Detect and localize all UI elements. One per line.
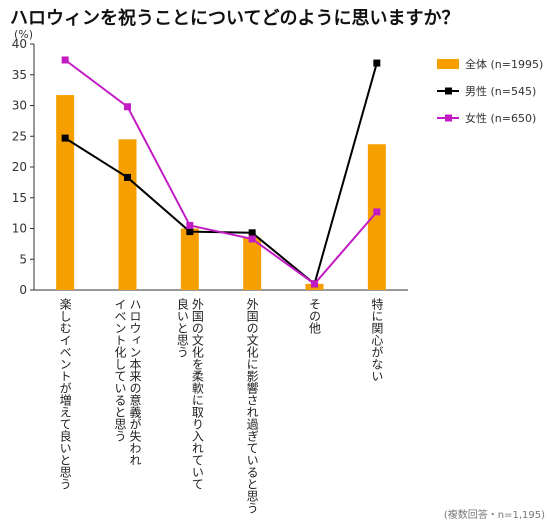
plot-area: 0 5 10 15 20 25 30 35 40 楽しむイベントが増えて良いと思う ハロウィン本来の… bbox=[12, 37, 408, 514]
point-female bbox=[248, 235, 256, 243]
category-label: 楽しむイベントが増えて良いと思う bbox=[58, 298, 72, 490]
legend-marker-female bbox=[445, 114, 452, 122]
category-label: 外国の文化に影響され過ぎていると思う bbox=[245, 298, 259, 514]
y-axis-unit-label: (%) bbox=[14, 28, 33, 41]
point-male bbox=[61, 134, 69, 142]
y-tick-label: 30 bbox=[12, 99, 27, 113]
legend-swatch-overall bbox=[437, 59, 459, 69]
point-female bbox=[61, 56, 69, 64]
legend-label-overall: 全体 (n=1995) bbox=[465, 57, 543, 71]
point-male bbox=[248, 229, 256, 237]
series-line-female bbox=[64, 59, 378, 286]
category-label: イベント化していると思う bbox=[113, 298, 127, 442]
y-tick-label: 40 bbox=[12, 37, 27, 51]
point-female bbox=[124, 103, 131, 111]
point-male bbox=[186, 228, 194, 236]
bar-overall bbox=[118, 139, 137, 290]
point-male bbox=[373, 59, 381, 67]
y-tick-label: 5 bbox=[19, 252, 27, 266]
bar-overall bbox=[56, 95, 75, 290]
point-female bbox=[373, 208, 381, 216]
legend: 全体 (n=1995) 男性 (n=545) 女性 (n=650) bbox=[437, 57, 543, 125]
point-female bbox=[186, 221, 194, 229]
bar-overall bbox=[243, 237, 262, 290]
point-female bbox=[311, 280, 318, 288]
y-tick-label: 20 bbox=[12, 160, 27, 174]
legend-label-male: 男性 (n=545) bbox=[465, 84, 536, 98]
y-tick-label: 35 bbox=[12, 68, 27, 82]
y-tick-label: 25 bbox=[12, 129, 27, 143]
sample-note: (複数回答・n=1,195) bbox=[444, 508, 545, 521]
bar-overall bbox=[180, 228, 199, 290]
y-tick-label: 15 bbox=[12, 191, 27, 205]
category-label: 特に関心がない bbox=[370, 297, 384, 382]
category-label: ハロウィン本来の意義が失われ bbox=[128, 298, 142, 466]
legend-marker-male bbox=[445, 87, 452, 95]
point-male bbox=[124, 173, 131, 181]
y-tick-label: 10 bbox=[12, 222, 27, 236]
bar-overall bbox=[367, 144, 386, 290]
category-label: 良いと思う bbox=[175, 297, 189, 358]
chart-title: ハロウィンを祝うことについてどのように思いますか？ bbox=[10, 8, 460, 29]
category-label: 外国の文化を柔軟に取り入れていて bbox=[190, 298, 204, 490]
legend-label-female: 女性 (n=650) bbox=[465, 111, 536, 125]
category-label: その他 bbox=[308, 298, 322, 334]
y-tick-label: 0 bbox=[19, 283, 27, 297]
